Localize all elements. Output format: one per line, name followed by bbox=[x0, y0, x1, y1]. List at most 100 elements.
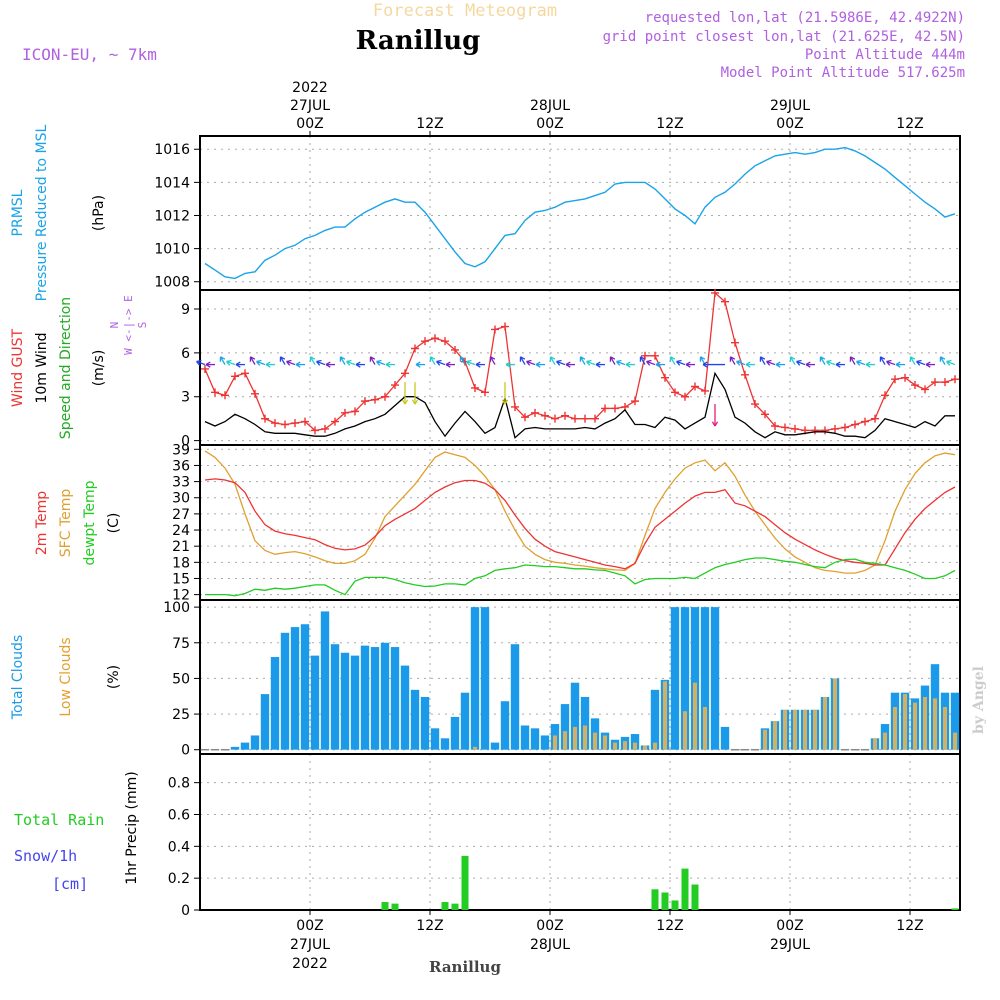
wind-arrow-head bbox=[595, 361, 601, 368]
total-clouds-bar bbox=[520, 725, 530, 750]
total-clouds-bar bbox=[230, 746, 240, 750]
wind-arrow bbox=[519, 356, 526, 365]
low-clouds-bar bbox=[643, 745, 647, 750]
wind-arrow-head bbox=[459, 356, 466, 362]
wind-arrow-head bbox=[586, 359, 592, 366]
gust-marker bbox=[921, 385, 929, 394]
gust-marker bbox=[521, 413, 529, 422]
low-clouds-bar bbox=[623, 741, 627, 750]
y-tick-label: 1012 bbox=[154, 208, 190, 224]
gust-marker bbox=[211, 388, 219, 397]
wind-arrow-head bbox=[702, 361, 708, 368]
wind-arrow-head bbox=[376, 359, 382, 366]
wind-arrow bbox=[616, 360, 626, 366]
top-hour-label: 00Z bbox=[776, 116, 803, 132]
low-clouds-bar bbox=[763, 729, 767, 750]
wind-arrow-head bbox=[766, 359, 772, 366]
sfc-temp-label: SFC Temp bbox=[58, 489, 74, 558]
gust-marker bbox=[571, 414, 579, 423]
gust-marker bbox=[661, 373, 669, 382]
gust-marker bbox=[301, 417, 309, 426]
wind-arrow-head bbox=[339, 356, 346, 362]
total-clouds-bar bbox=[380, 642, 390, 750]
wind-arrow-head bbox=[616, 359, 622, 366]
low-clouds-bar bbox=[633, 742, 637, 750]
gust-marker bbox=[951, 375, 959, 384]
gust-marker bbox=[541, 411, 549, 420]
wind-arrow bbox=[609, 356, 616, 365]
total-clouds-bar bbox=[250, 735, 260, 750]
wind-arrow bbox=[676, 360, 686, 366]
requested-coords: requested lon,lat (21.5986E, 42.4922N) bbox=[645, 10, 965, 26]
wind-arrow bbox=[946, 360, 956, 366]
wind-arrow bbox=[436, 360, 446, 366]
wind-arrow-head bbox=[579, 356, 586, 362]
panel-frame bbox=[199, 135, 961, 291]
wind-arrow bbox=[766, 360, 776, 366]
wind-arrow-head bbox=[429, 356, 436, 362]
gust-line bbox=[204, 291, 956, 432]
wind-arrow-head bbox=[369, 356, 376, 362]
y-tick-label: 0.6 bbox=[168, 807, 190, 823]
credit-watermark: by Angel bbox=[971, 666, 987, 734]
wind-arrow bbox=[819, 356, 826, 365]
total-clouds-bar bbox=[290, 627, 300, 750]
wind-arrow bbox=[729, 356, 736, 365]
total-clouds-bar bbox=[240, 742, 250, 750]
wind-arrow bbox=[429, 356, 436, 365]
gust-marker bbox=[841, 423, 849, 432]
total-clouds-bar bbox=[310, 655, 320, 750]
wind-arrow bbox=[459, 356, 466, 365]
wind-arrow bbox=[549, 356, 556, 365]
gust-marker bbox=[631, 397, 639, 406]
total-clouds-bar bbox=[450, 716, 460, 750]
total-clouds-bar bbox=[430, 728, 440, 750]
wind-arrow-head bbox=[475, 361, 481, 368]
wind-speed-direction-label: Speed and Direction bbox=[58, 297, 74, 439]
wind-arrow-head bbox=[256, 359, 262, 366]
snow-unit-label: [cm] bbox=[52, 875, 88, 893]
gust-marker bbox=[471, 383, 479, 392]
y-tick-label: 75 bbox=[172, 636, 190, 652]
wind-arrow-head bbox=[609, 356, 616, 362]
total-clouds-bar bbox=[410, 689, 420, 750]
dewpoint-line bbox=[205, 557, 956, 597]
total-clouds-bar bbox=[370, 647, 380, 750]
gust-marker bbox=[411, 344, 419, 353]
rain-bar bbox=[451, 903, 459, 910]
total-clouds-bar bbox=[680, 607, 690, 750]
gust-marker bbox=[421, 337, 429, 346]
clouds-unit-label: (%) bbox=[106, 665, 122, 689]
prmsl-label: PRMSL bbox=[10, 189, 26, 236]
wind-arrow bbox=[939, 356, 946, 365]
wind-arrow-head bbox=[219, 356, 226, 362]
low-clouds-bar bbox=[883, 732, 887, 750]
y-tick-label: 1008 bbox=[154, 275, 190, 291]
top-hour-label: 00Z bbox=[296, 116, 323, 132]
wind-arrow-head bbox=[466, 359, 472, 366]
wind-arrow-head bbox=[759, 356, 766, 362]
wind-arrow bbox=[789, 356, 796, 365]
precip-axis-label: 1hr Precip (mm) bbox=[124, 771, 140, 884]
gust-marker bbox=[861, 417, 869, 426]
wind-arrow-head bbox=[946, 359, 952, 366]
total-rain-label: Total Rain bbox=[14, 811, 104, 829]
y-tick-label: 39 bbox=[172, 442, 190, 458]
gust-marker bbox=[611, 404, 619, 413]
y-tick-label: 21 bbox=[172, 539, 190, 555]
gust-marker bbox=[881, 391, 889, 400]
gust-marker bbox=[711, 288, 719, 297]
gust-marker bbox=[721, 297, 729, 306]
wind-arrow-head bbox=[401, 399, 409, 405]
total-clouds-bar bbox=[320, 611, 330, 750]
wind-arrow-head bbox=[849, 356, 856, 362]
footer-location: Ranillug bbox=[429, 958, 501, 976]
wind-arrow-head bbox=[249, 356, 256, 362]
gust-marker bbox=[271, 419, 279, 428]
wind-arrow bbox=[586, 360, 596, 366]
gust-marker bbox=[261, 414, 269, 423]
grid-point-coords: grid point closest lon,lat (21.625E, 42.… bbox=[603, 29, 965, 45]
wind-arrow-head bbox=[699, 356, 706, 362]
wind-compass-label: S bbox=[136, 322, 149, 329]
wind-arrow-head bbox=[745, 361, 751, 368]
